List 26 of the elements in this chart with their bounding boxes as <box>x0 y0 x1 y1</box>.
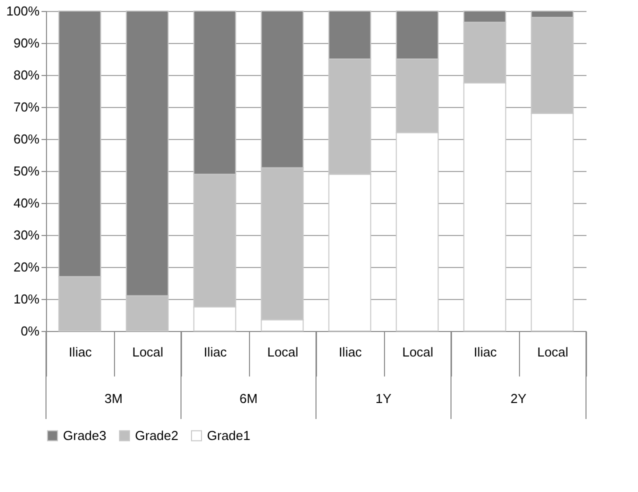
y-tick-label: 60% <box>13 132 40 146</box>
x-tick-label: Iliac <box>338 344 362 360</box>
legend-label: Grade2 <box>135 428 178 443</box>
x-tick-label: Local <box>402 344 434 360</box>
text: 1Y <box>376 391 392 406</box>
x-tick-label: Iliac <box>474 344 498 360</box>
y-tick-label: 10% <box>13 292 40 306</box>
x-tick-label: Iliac <box>204 344 228 360</box>
y-tick-label: 30% <box>13 228 40 242</box>
x-tick-label: Iliac <box>68 344 92 360</box>
y-tick-label: 90% <box>13 36 40 50</box>
y-tick-label: 50% <box>13 164 40 178</box>
y-tick-label: 40% <box>13 196 40 210</box>
legend-label: Grade3 <box>63 428 106 443</box>
x-tick-label: Local <box>132 344 164 360</box>
y-tick-label: 20% <box>13 260 40 274</box>
y-tick-label: 70% <box>13 100 40 114</box>
y-tick-label: 80% <box>13 68 40 82</box>
text: 6M <box>239 391 258 406</box>
y-tick-label: 100% <box>6 4 40 18</box>
text: 2Y <box>510 391 527 406</box>
text: 3M <box>104 391 123 406</box>
x-tick-label: Local <box>537 344 568 360</box>
x-tick-label: Local <box>267 344 298 360</box>
legend-label: Grade1 <box>207 428 250 443</box>
y-tick-label: 0% <box>20 324 40 338</box>
